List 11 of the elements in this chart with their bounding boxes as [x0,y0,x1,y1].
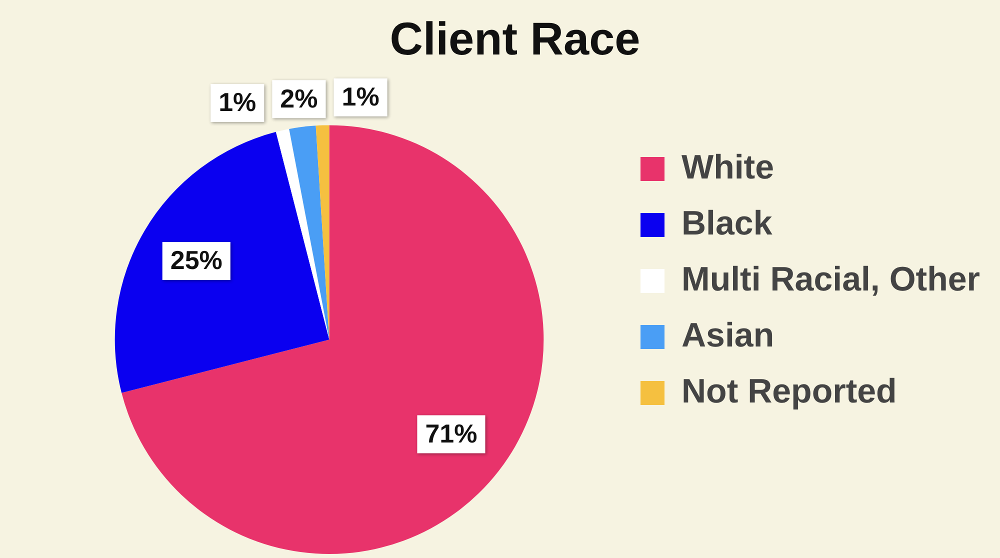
data-label: 25% [170,245,222,276]
data-label: 71% [425,418,478,448]
legend-label: Multi Racial, Other [682,260,980,298]
legend-label: White [682,148,774,186]
chart-title: Client Race [390,12,640,64]
data-label: 2% [280,83,318,114]
data-label: 1% [342,81,380,112]
legend-label: Not Reported [682,372,897,410]
legend-label: Asian [682,316,774,354]
legend-label: Black [682,204,772,242]
data-label: 1% [218,87,256,118]
